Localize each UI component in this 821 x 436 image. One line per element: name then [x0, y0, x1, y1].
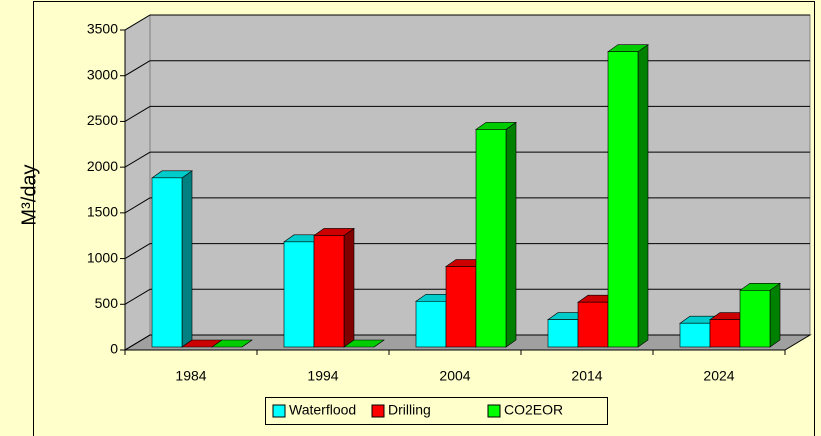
legend	[265, 397, 608, 425]
bar	[445, 266, 477, 348]
bar	[313, 235, 345, 348]
grid-line-side	[124, 334, 151, 351]
x-tick-label: 2004	[439, 368, 470, 384]
bar	[547, 319, 579, 348]
bar-side	[181, 170, 193, 348]
legend-swatch	[371, 404, 385, 418]
bar	[607, 51, 639, 348]
legend-swatch	[487, 404, 501, 418]
bar	[475, 129, 507, 348]
grid-line-side	[124, 60, 151, 77]
bar-side	[637, 44, 649, 348]
bar-top	[211, 339, 253, 348]
y-tick-label: 2000	[87, 158, 118, 174]
bar-side	[505, 121, 517, 348]
x-tick-label: 1984	[175, 368, 206, 384]
y-tick-label: 2500	[87, 112, 118, 128]
bar	[679, 322, 711, 348]
x-tick-label: 1994	[307, 368, 338, 384]
side-wall	[124, 14, 151, 351]
legend-label: CO2EOR	[504, 402, 563, 418]
y-tick-label: 3000	[87, 66, 118, 82]
bar-side	[769, 282, 781, 348]
legend-swatch	[272, 404, 286, 418]
bar-top	[343, 339, 385, 348]
y-tick-label: 500	[95, 295, 119, 311]
bar	[709, 319, 741, 348]
bar-side	[343, 227, 355, 348]
y-tick-label: 0	[110, 341, 118, 357]
legend-label: Drilling	[388, 402, 431, 418]
y-tick-label: 3500	[87, 21, 118, 37]
grid-line-side	[124, 14, 151, 31]
legend-label: Waterflood	[289, 402, 356, 418]
grid-line-side	[124, 197, 151, 214]
grid-line-side	[124, 151, 151, 168]
grid-line-side	[124, 105, 151, 122]
grid-line-side	[124, 243, 151, 260]
bar	[151, 177, 183, 348]
bar	[739, 290, 771, 348]
y-tick-label: 1000	[87, 249, 118, 265]
bar	[577, 301, 609, 348]
grid-line-side	[124, 288, 151, 305]
bar	[283, 241, 315, 348]
y-axis-label: M³/day	[18, 164, 40, 225]
x-tick-label: 2024	[703, 368, 734, 384]
y-tick-label: 1500	[87, 204, 118, 220]
bar	[415, 300, 447, 348]
x-tick-label: 2014	[571, 368, 602, 384]
